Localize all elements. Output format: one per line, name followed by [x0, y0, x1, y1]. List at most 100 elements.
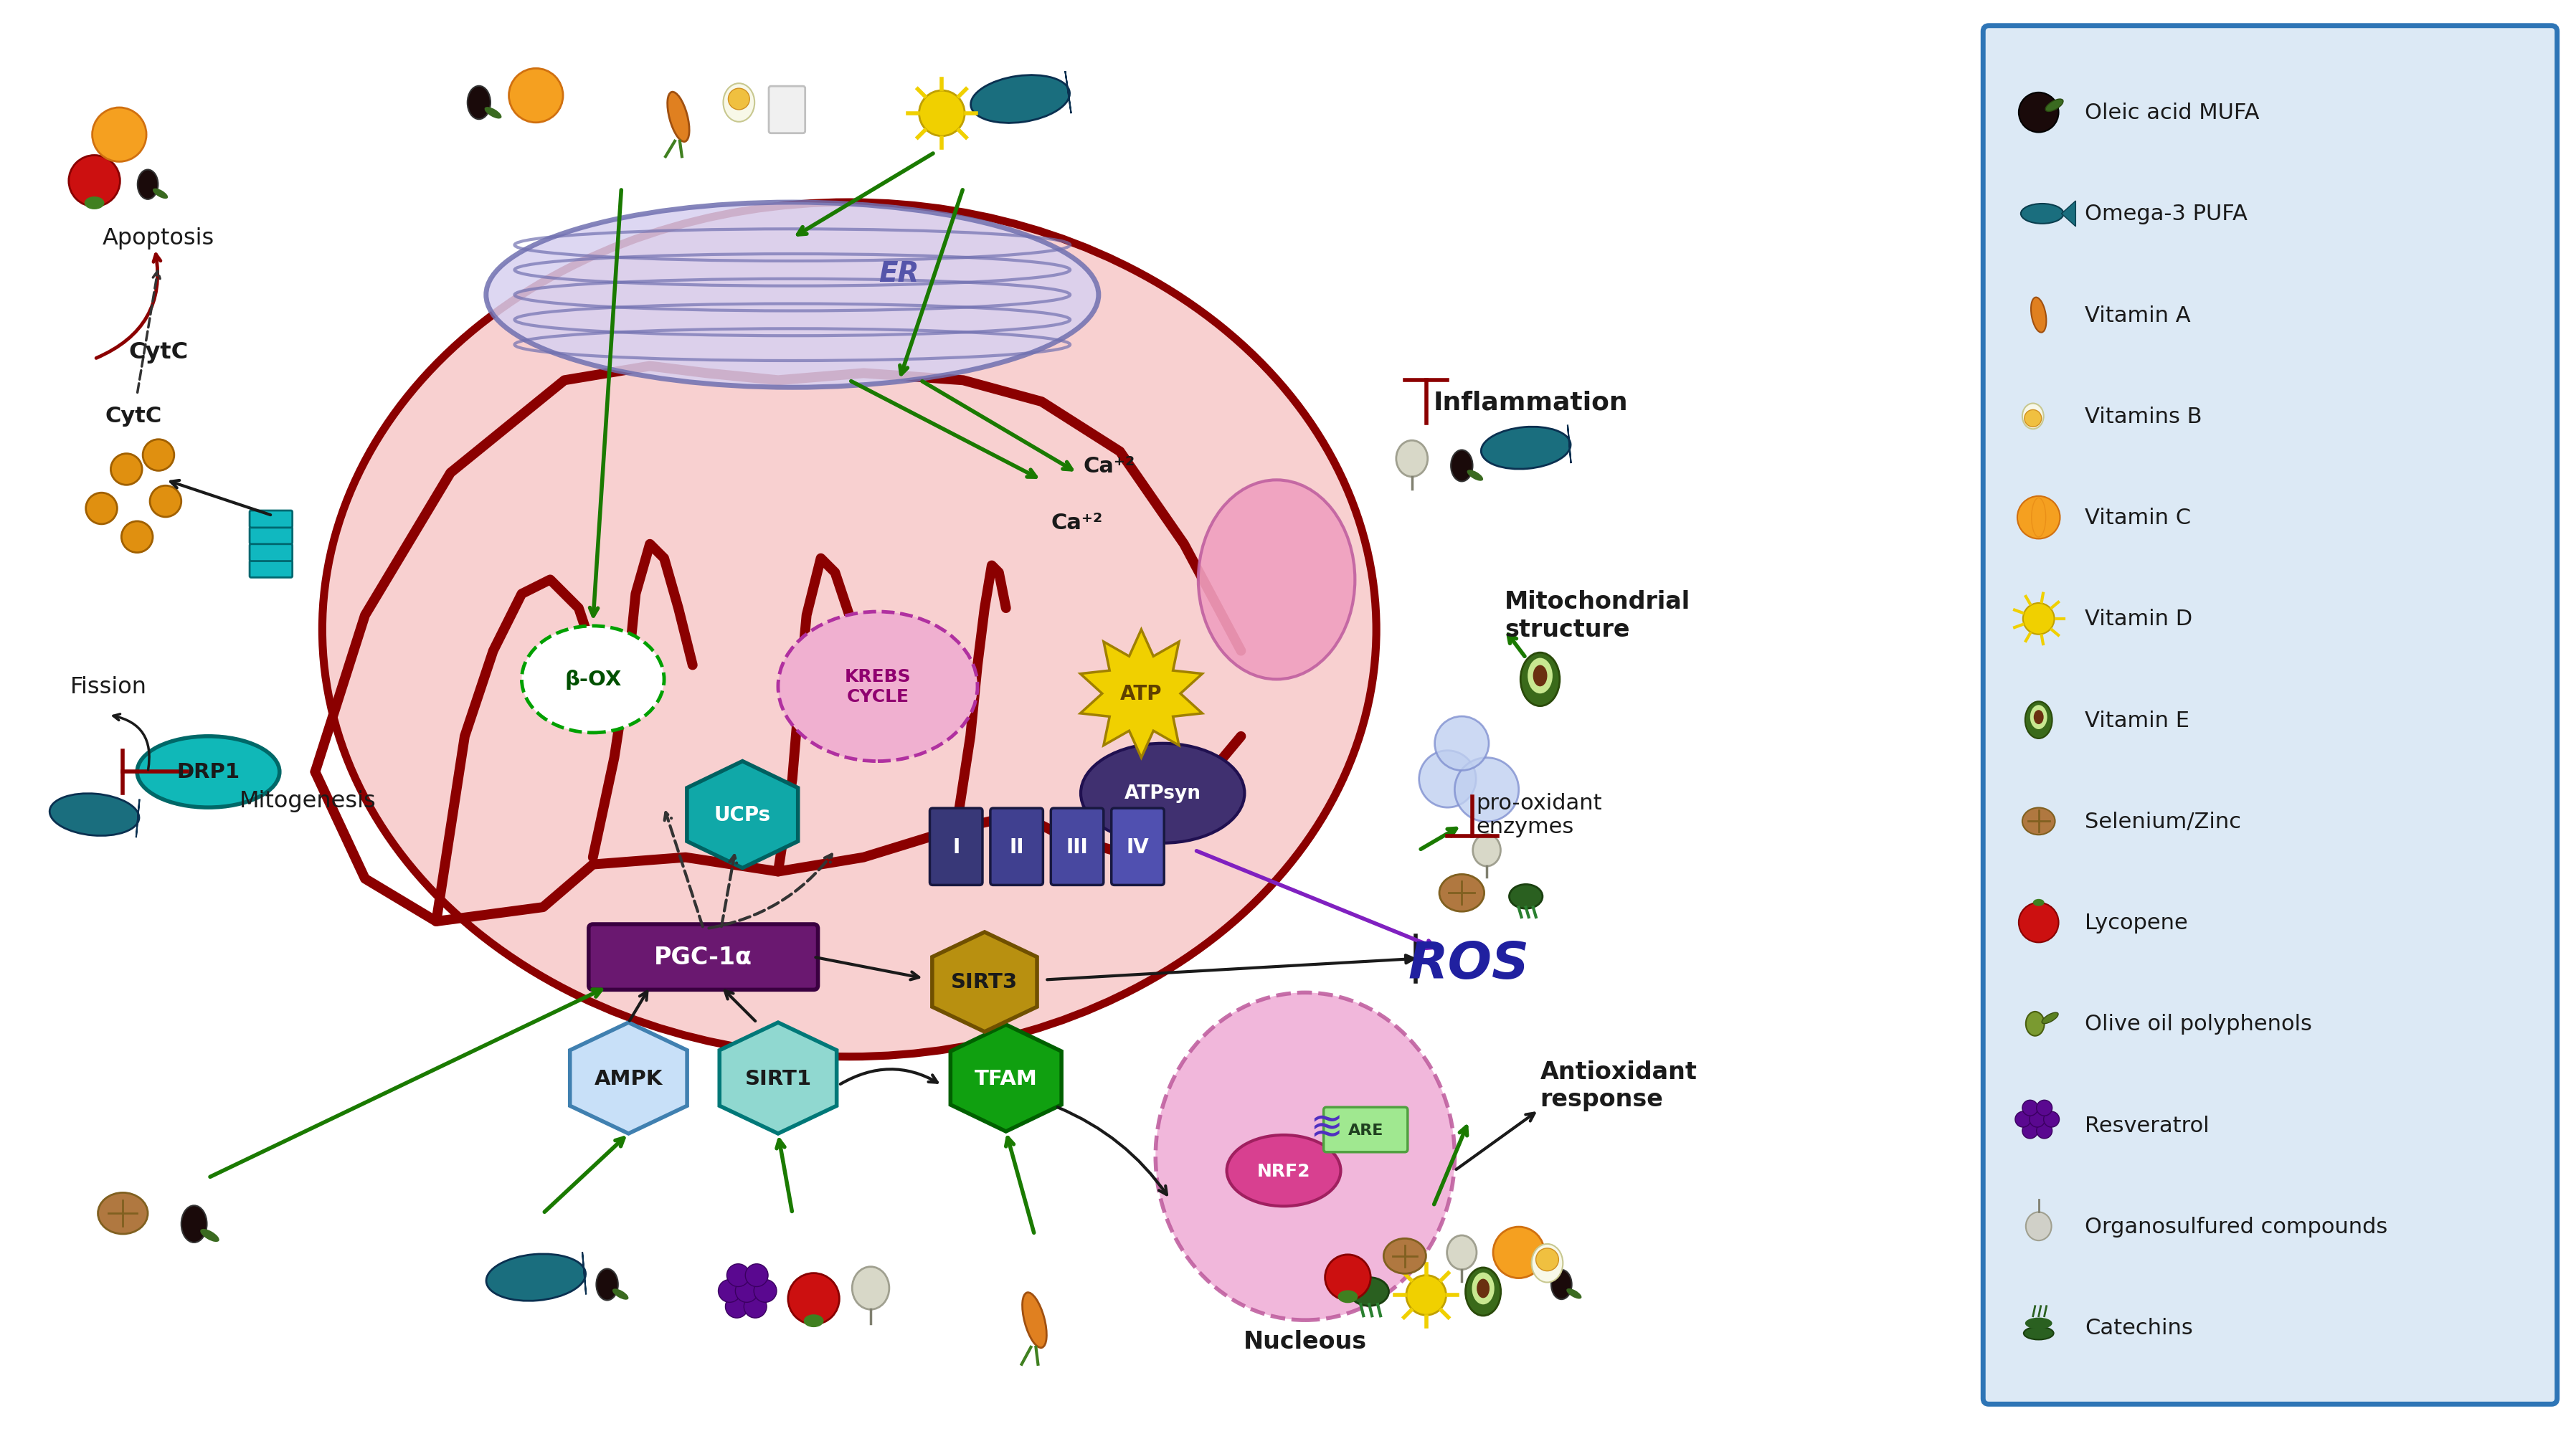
Text: pro-oxidant
enzymes: pro-oxidant enzymes [1476, 793, 1602, 837]
FancyBboxPatch shape [250, 544, 291, 561]
Circle shape [1406, 1275, 1445, 1315]
Ellipse shape [1533, 665, 1548, 686]
FancyBboxPatch shape [1324, 1108, 1406, 1153]
Ellipse shape [1528, 658, 1553, 694]
Ellipse shape [2045, 99, 2063, 112]
Polygon shape [688, 761, 799, 868]
Ellipse shape [778, 612, 976, 761]
Ellipse shape [1082, 744, 1244, 843]
Circle shape [2022, 603, 2053, 635]
Text: CytC: CytC [106, 406, 162, 427]
Text: Mitochondrial
structure: Mitochondrial structure [1504, 590, 1690, 642]
Ellipse shape [2025, 1318, 2053, 1330]
Ellipse shape [1383, 1239, 1427, 1274]
Text: Antioxidant
response: Antioxidant response [1540, 1059, 1698, 1111]
Text: Vitamin A: Vitamin A [2084, 305, 2190, 325]
Ellipse shape [523, 626, 665, 732]
Text: Resveratrol: Resveratrol [2084, 1115, 2210, 1135]
Ellipse shape [1023, 1292, 1046, 1348]
Text: IV: IV [1126, 837, 1149, 856]
Circle shape [726, 1295, 747, 1318]
FancyBboxPatch shape [590, 924, 819, 990]
Ellipse shape [1226, 1135, 1340, 1206]
Ellipse shape [85, 197, 106, 210]
Text: Organosulfured compounds: Organosulfured compounds [2084, 1216, 2388, 1236]
Text: Omega-3 PUFA: Omega-3 PUFA [2084, 204, 2249, 224]
Circle shape [2020, 94, 2058, 132]
Ellipse shape [595, 1269, 618, 1301]
Ellipse shape [2025, 1327, 2053, 1340]
Ellipse shape [2025, 702, 2053, 738]
Circle shape [85, 494, 116, 524]
Ellipse shape [1450, 450, 1473, 482]
Circle shape [121, 522, 152, 553]
Ellipse shape [1157, 993, 1455, 1320]
Ellipse shape [971, 76, 1069, 124]
Ellipse shape [49, 794, 139, 836]
Ellipse shape [1350, 1278, 1388, 1307]
Text: Selenium/Zinc: Selenium/Zinc [2084, 812, 2241, 832]
Circle shape [2014, 1112, 2030, 1127]
FancyBboxPatch shape [1110, 809, 1164, 885]
Circle shape [920, 91, 963, 137]
Polygon shape [719, 1023, 837, 1134]
Ellipse shape [2022, 807, 2056, 835]
Text: ≋: ≋ [1309, 1108, 1342, 1147]
Circle shape [1324, 1255, 1370, 1301]
Polygon shape [137, 800, 139, 837]
Ellipse shape [2030, 298, 2045, 332]
Circle shape [2025, 410, 2043, 427]
Text: ROS: ROS [1409, 940, 1530, 989]
Text: TFAM: TFAM [974, 1068, 1038, 1088]
Ellipse shape [613, 1289, 629, 1299]
Text: KREBS
CYCLE: KREBS CYCLE [845, 668, 912, 705]
Circle shape [2020, 902, 2058, 943]
FancyBboxPatch shape [250, 527, 291, 544]
Text: SIRT3: SIRT3 [951, 973, 1018, 991]
Ellipse shape [322, 203, 1376, 1056]
Ellipse shape [1473, 835, 1502, 866]
Text: NRF2: NRF2 [1257, 1163, 1311, 1180]
Circle shape [2022, 1122, 2038, 1138]
Circle shape [1435, 717, 1489, 771]
Ellipse shape [724, 83, 755, 122]
FancyBboxPatch shape [989, 809, 1043, 885]
Circle shape [111, 455, 142, 485]
Ellipse shape [1471, 1272, 1494, 1305]
Ellipse shape [1448, 1236, 1476, 1269]
Circle shape [734, 1279, 757, 1302]
Circle shape [744, 1263, 768, 1286]
Circle shape [755, 1279, 775, 1302]
Text: PGC-1α: PGC-1α [654, 945, 752, 968]
Text: CytC: CytC [129, 341, 188, 364]
Ellipse shape [2030, 705, 2048, 730]
FancyBboxPatch shape [768, 86, 806, 134]
Ellipse shape [487, 1253, 585, 1301]
Text: ARE: ARE [1347, 1122, 1383, 1137]
Ellipse shape [180, 1206, 206, 1243]
Circle shape [788, 1274, 840, 1324]
Ellipse shape [1440, 875, 1484, 912]
Ellipse shape [804, 1314, 824, 1327]
Text: Vitamin D: Vitamin D [2084, 609, 2192, 629]
Polygon shape [1066, 72, 1072, 114]
Text: β-OX: β-OX [564, 669, 621, 689]
Circle shape [142, 440, 175, 471]
Ellipse shape [1337, 1291, 1358, 1304]
Ellipse shape [487, 203, 1097, 389]
Text: ATP: ATP [1121, 684, 1162, 704]
Circle shape [1419, 751, 1476, 807]
Polygon shape [1079, 630, 1203, 758]
Text: Lycopene: Lycopene [2084, 912, 2187, 932]
Ellipse shape [1510, 885, 1543, 909]
Circle shape [719, 1279, 742, 1302]
Ellipse shape [1476, 1279, 1489, 1298]
Circle shape [1455, 758, 1520, 822]
Text: Mitogenesis: Mitogenesis [240, 790, 376, 812]
Circle shape [510, 69, 564, 124]
Circle shape [744, 1295, 768, 1318]
Ellipse shape [1396, 440, 1427, 478]
Text: III: III [1066, 837, 1087, 856]
Text: Apoptosis: Apoptosis [103, 227, 214, 249]
Text: Vitamins B: Vitamins B [2084, 406, 2202, 427]
